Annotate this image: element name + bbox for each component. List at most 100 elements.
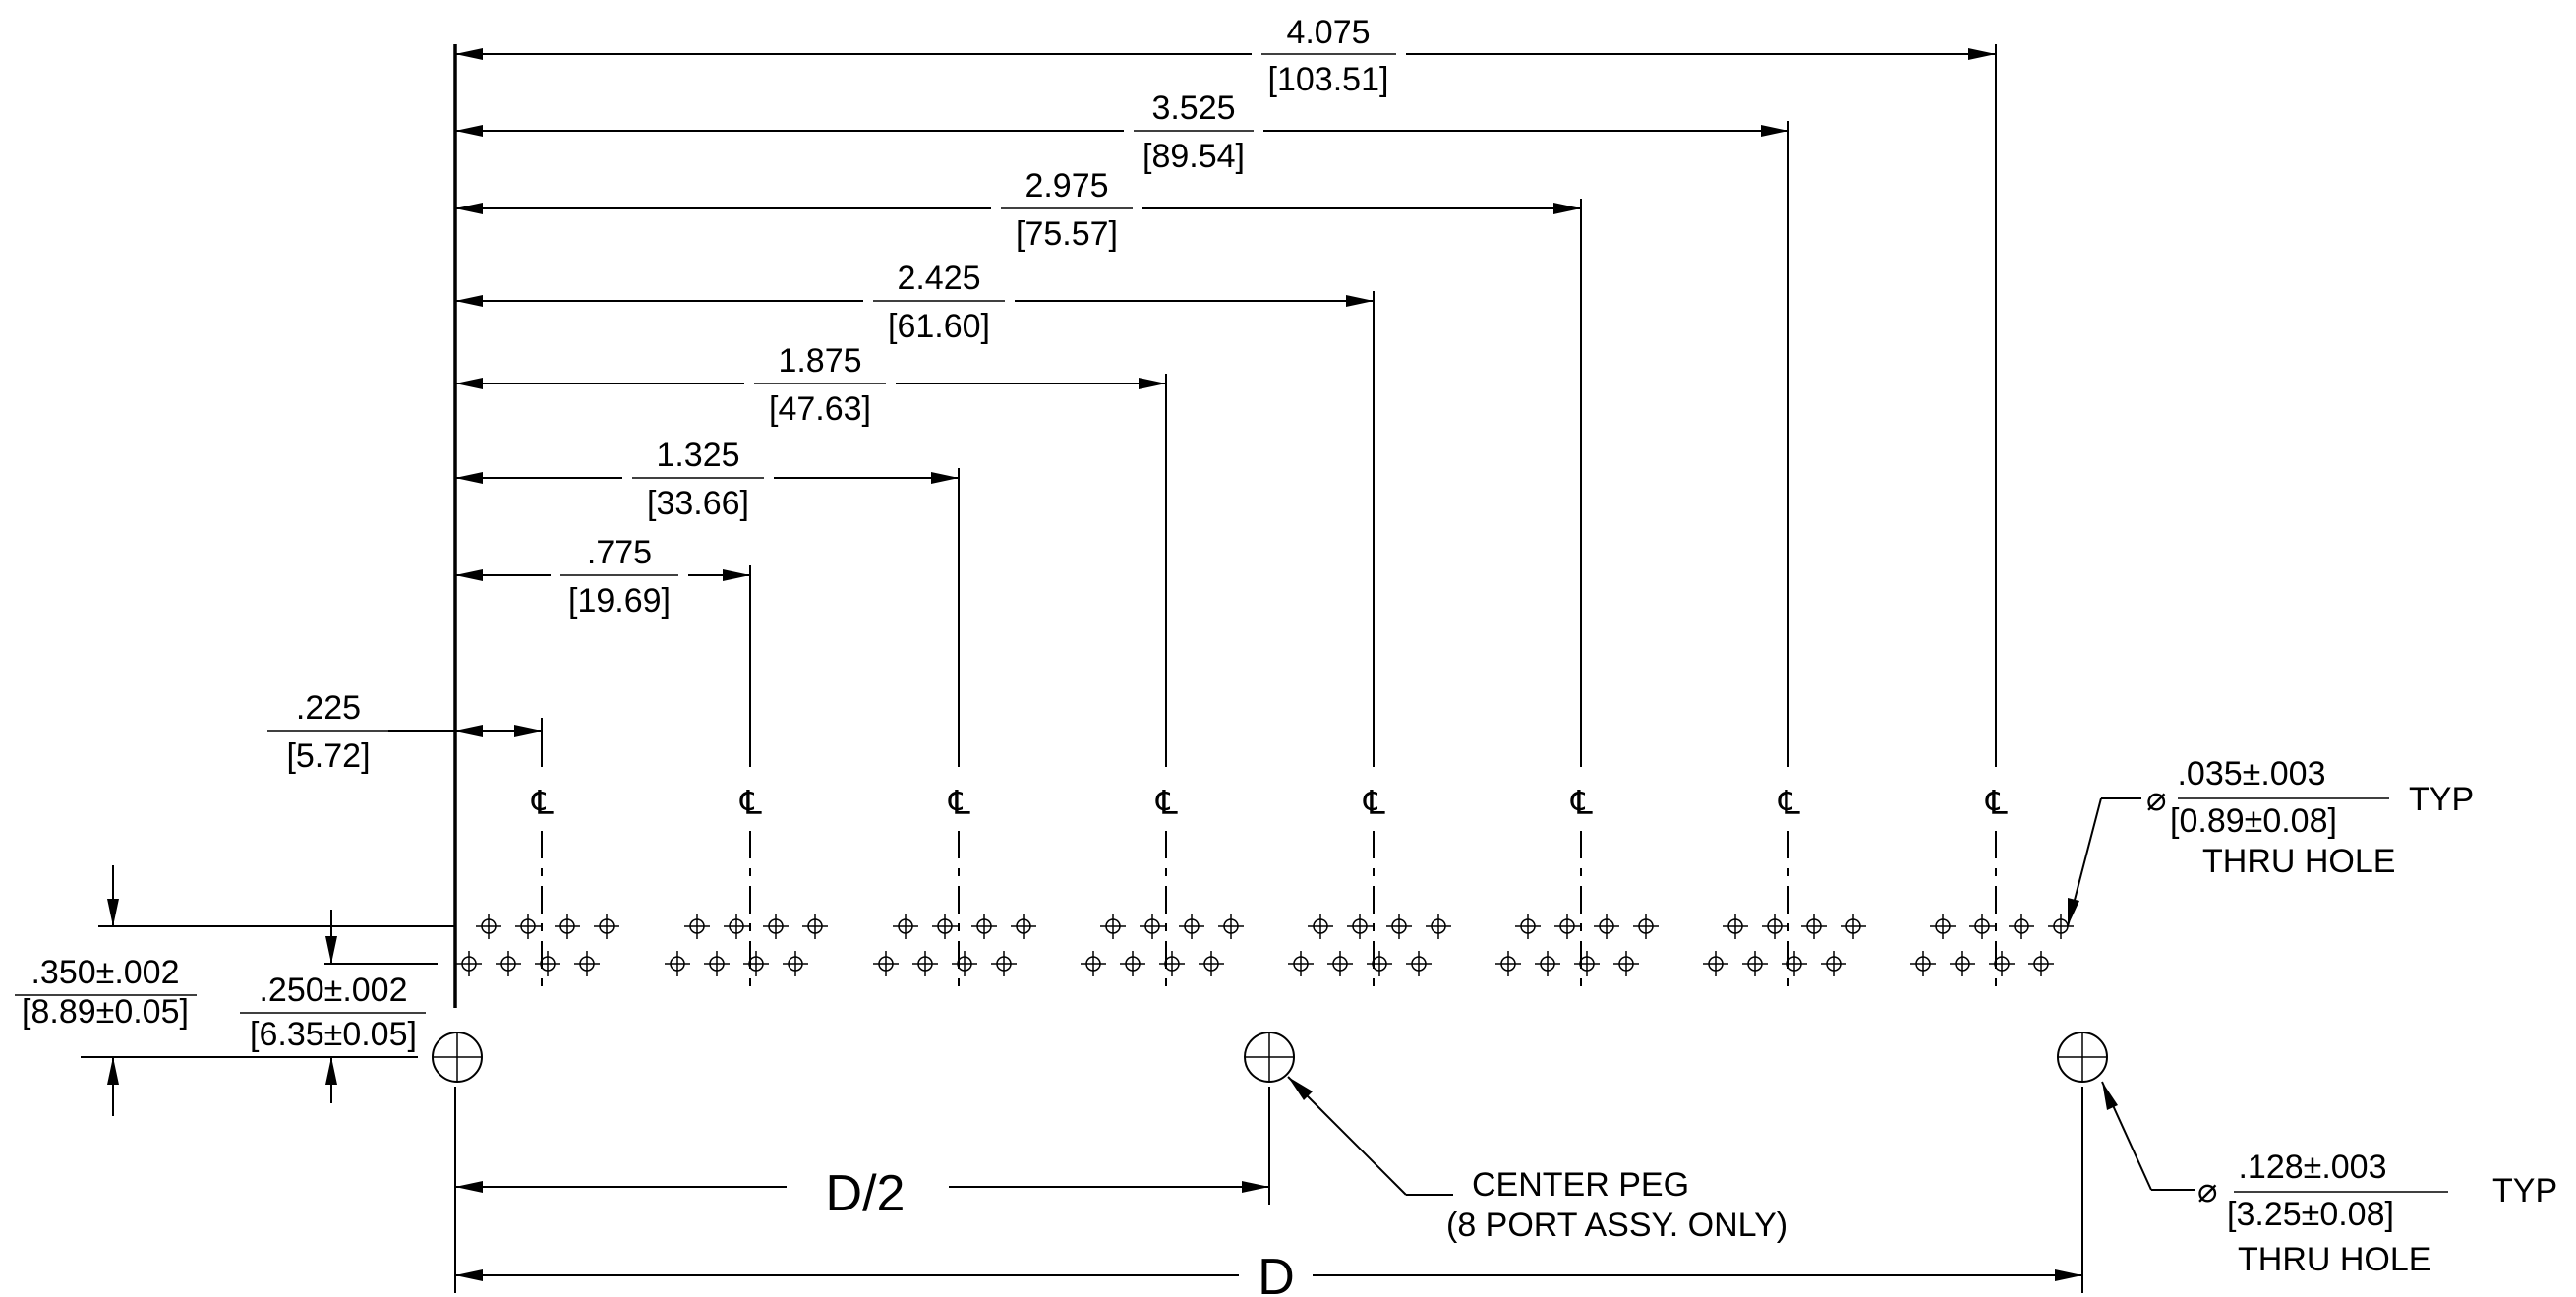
dim-225-arrow-left [455, 725, 483, 737]
port-column: ℄ [1910, 44, 2074, 993]
pin-hole [1762, 914, 1787, 939]
pin-hole [1308, 914, 1333, 939]
peg-center [1244, 1032, 1295, 1083]
pin-hole [1801, 914, 1827, 939]
pin-hole [1386, 914, 1412, 939]
pin-hole [665, 951, 690, 976]
pin-hole [1535, 951, 1560, 976]
small-hole-mm: [0.89±0.08] [2170, 802, 2337, 840]
dim-arrow-right [1553, 203, 1581, 214]
pin-hole [496, 951, 521, 976]
dim-775-inch: .775 [587, 534, 652, 571]
dim-350-inch: .350±.002 [30, 954, 179, 991]
centerline-marker: ℄ [739, 785, 762, 822]
dim-arrow-left [455, 203, 483, 214]
dim-250-inch: .250±.002 [259, 972, 407, 1009]
dim-d-arrow-left [455, 1269, 483, 1281]
dim-3525-inch: 3.525 [1151, 89, 1235, 127]
dim-350-arrow-top [107, 899, 119, 926]
peg-right [2057, 1032, 2108, 1083]
pin-hole [456, 951, 482, 976]
pin-hole [515, 914, 541, 939]
small-hole-typ: TYP [2409, 781, 2474, 818]
pin-hole [991, 951, 1017, 976]
pin-hole [1969, 914, 1995, 939]
centerline-marker: ℄ [1363, 785, 1385, 822]
pin-hole [783, 951, 808, 976]
center-peg-label-2: (8 PORT ASSY. ONLY) [1446, 1207, 1787, 1244]
pin-hole [1782, 951, 1807, 976]
dim-4075-mm: [103.51] [1268, 61, 1389, 98]
dim-arrow-left [455, 48, 483, 60]
pin-hole [1613, 951, 1639, 976]
pin-hole [1910, 951, 1936, 976]
dim-d-half-arrow-left [455, 1181, 483, 1193]
port-column: ℄ [1703, 121, 1866, 993]
pin-hole [1723, 914, 1748, 939]
pin-hole [1703, 951, 1728, 976]
peg-hole-note: THRU HOLE [2238, 1241, 2430, 1278]
vertical-dimensions: .350±.002 [8.89±0.05] .250±.002 [6.35±0.… [15, 865, 455, 1116]
port-column: ℄ [1495, 199, 1659, 993]
pin-hole [1081, 951, 1106, 976]
port-columns: ℄ ℄ ℄ ℄ ℄ ℄ ℄ ℄ [456, 44, 2074, 993]
pin-hole [594, 914, 619, 939]
pin-hole [684, 914, 710, 939]
centerline-marker: ℄ [1155, 785, 1178, 822]
dim-arrow-left [455, 472, 483, 484]
dim-arrow-left [455, 569, 483, 581]
dim-2425-inch: 2.425 [897, 260, 980, 297]
pin-hole [1218, 914, 1244, 939]
port-column: ℄ [1081, 374, 1244, 993]
pin-hole [1406, 951, 1432, 976]
pin-hole [932, 914, 958, 939]
pin-hole [1841, 914, 1866, 939]
port-column: ℄ [873, 468, 1036, 993]
dim-3525-mm: [89.54] [1142, 138, 1245, 175]
pin-hole [1930, 914, 1956, 939]
dim-250-arrow-bottom [325, 1057, 337, 1085]
dim-225-mm: [5.72] [286, 737, 370, 775]
pin-hole [1821, 951, 1846, 976]
horizontal-dimensions [455, 48, 1996, 581]
dim-d-arrow-right [2055, 1269, 2082, 1281]
pin-hole [802, 914, 828, 939]
peg-hole-diameter-symbol: ⌀ [2197, 1172, 2217, 1209]
dim-arrow-left [455, 125, 483, 137]
center-peg-label-1: CENTER PEG [1472, 1166, 1689, 1204]
dim-225-arrow-right [514, 725, 542, 737]
dim-2425-mm: [61.60] [888, 308, 990, 345]
pin-hole [1367, 951, 1392, 976]
dim-350-arrow-bottom [107, 1057, 119, 1085]
pin-hole [1742, 951, 1768, 976]
pin-hole [1426, 914, 1451, 939]
dim-arrow-right [1346, 295, 1374, 307]
pin-hole [1633, 914, 1659, 939]
pin-hole [1120, 951, 1145, 976]
pin-hole [704, 951, 730, 976]
dim-arrow-right [1761, 125, 1788, 137]
pin-hole [1159, 951, 1185, 976]
centerline-marker: ℄ [948, 785, 970, 822]
port-column: ℄ [1288, 291, 1451, 993]
pin-hole [1554, 914, 1580, 939]
pin-hole [555, 914, 580, 939]
dim-arrow-right [1139, 378, 1166, 389]
small-hole-inch: .035±.003 [2177, 755, 2325, 793]
pin-hole [1594, 914, 1619, 939]
pin-hole [574, 951, 600, 976]
pin-hole [1495, 951, 1521, 976]
port-column: ℄ [665, 565, 828, 993]
dim-1875-inch: 1.875 [778, 342, 861, 380]
dim-arrow-left [455, 295, 483, 307]
pegs [432, 1032, 2108, 1083]
dim-4075-inch: 4.075 [1286, 14, 1370, 51]
pin-hole [971, 914, 997, 939]
centerline-marker: ℄ [1570, 785, 1593, 822]
dim-d-half-arrow-right [1242, 1181, 1269, 1193]
pin-hole [1288, 951, 1314, 976]
dim-250-arrow-top [325, 936, 337, 964]
dim-arrow-left [455, 378, 483, 389]
horizontal-dimension-labels: 4.075 [103.51] 3.525 [89.54] 2.975 [75.5… [267, 14, 1396, 775]
